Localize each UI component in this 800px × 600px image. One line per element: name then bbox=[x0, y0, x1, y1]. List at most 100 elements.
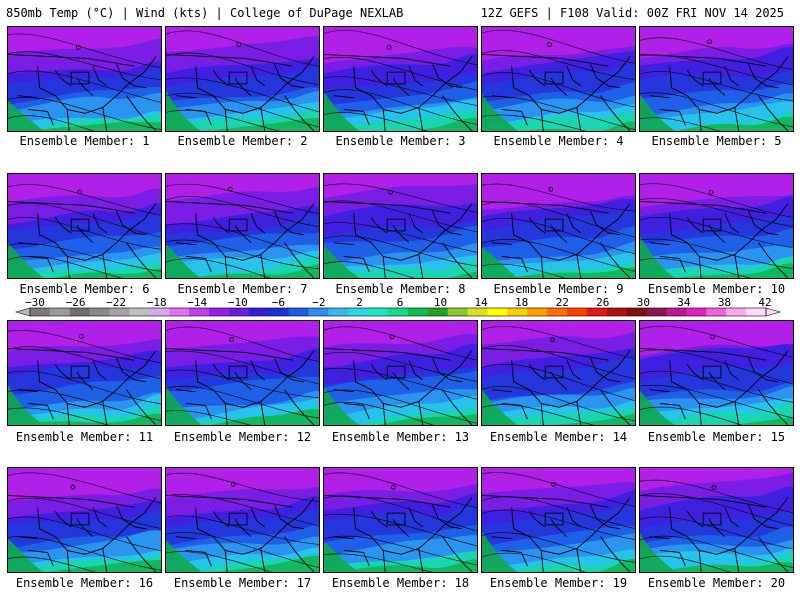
model-run-info: 12Z GEFS | F108 Valid: 00Z FRI NOV 14 20… bbox=[480, 6, 784, 20]
colorbar-min-arrow bbox=[14, 307, 31, 317]
colorbar-segment bbox=[746, 308, 767, 316]
colorbar-segment bbox=[527, 308, 548, 316]
colorbar-segment bbox=[586, 308, 608, 316]
colorbar-max-arrow bbox=[765, 307, 782, 317]
ensemble-member-map bbox=[323, 467, 478, 573]
ensemble-member-label: Ensemble Member: 2 bbox=[177, 134, 308, 148]
colorbar-segment bbox=[606, 308, 628, 316]
ensemble-member-label: Ensemble Member: 15 bbox=[647, 430, 786, 444]
colorbar-segment bbox=[268, 308, 290, 316]
ensemble-member-label: Ensemble Member: 4 bbox=[493, 134, 624, 148]
ensemble-member-label: Ensemble Member: 7 bbox=[177, 282, 308, 296]
ensemble-member-label: Ensemble Member: 17 bbox=[173, 576, 312, 590]
colorbar-segment bbox=[49, 308, 71, 316]
colorbar-segment bbox=[129, 308, 150, 316]
colorbar-segment bbox=[686, 308, 707, 316]
colorbar-segment bbox=[308, 308, 329, 316]
colorbar-segment bbox=[507, 308, 528, 316]
ensemble-member-map bbox=[481, 173, 636, 279]
colorbar-tick-label: −6 bbox=[271, 296, 285, 309]
colorbar-segment bbox=[706, 308, 727, 316]
ensemble-member-map bbox=[481, 467, 636, 573]
ensemble-member-map bbox=[639, 26, 794, 132]
colorbar-segment bbox=[169, 308, 190, 316]
colorbar-segment bbox=[447, 308, 469, 316]
colorbar-tick-label: 6 bbox=[396, 296, 404, 309]
colorbar-segment bbox=[288, 308, 309, 316]
colorbar-tick-label: −18 bbox=[146, 296, 167, 309]
colorbar-segment bbox=[726, 308, 747, 316]
ensemble-member-map bbox=[7, 26, 162, 132]
ensemble-member-map bbox=[165, 173, 320, 279]
ensemble-member-map bbox=[323, 320, 478, 426]
ensemble-member-label: Ensemble Member: 5 bbox=[651, 134, 782, 148]
ensemble-member-map bbox=[481, 320, 636, 426]
ensemble-member-map bbox=[165, 320, 320, 426]
colorbar-tick-label: −10 bbox=[227, 296, 248, 309]
ensemble-member-label: Ensemble Member: 6 bbox=[19, 282, 150, 296]
colorbar-segment bbox=[567, 308, 588, 316]
colorbar-tick-label: −26 bbox=[65, 296, 86, 309]
ensemble-member-label: Ensemble Member: 9 bbox=[493, 282, 624, 296]
colorbar-segment bbox=[547, 308, 568, 316]
ensemble-member-label: Ensemble Member: 19 bbox=[489, 576, 628, 590]
colorbar-segment bbox=[89, 308, 111, 316]
ensemble-member-map bbox=[165, 467, 320, 573]
ensemble-member-map bbox=[7, 467, 162, 573]
ensemble-member-label: Ensemble Member: 3 bbox=[335, 134, 466, 148]
colorbar-segment bbox=[189, 308, 210, 316]
map-title: 850mb Temp (°C) | Wind (kts) | College o… bbox=[6, 6, 404, 20]
colorbar-segment bbox=[467, 308, 489, 316]
ensemble-member-map bbox=[165, 26, 320, 132]
ensemble-member-label: Ensemble Member: 13 bbox=[331, 430, 470, 444]
colorbar-segment bbox=[69, 308, 91, 316]
colorbar-tick-label: 30 bbox=[636, 296, 650, 309]
colorbar-segment bbox=[228, 308, 250, 316]
ensemble-member-map bbox=[639, 173, 794, 279]
colorbar-tick-label: 14 bbox=[474, 296, 488, 309]
colorbar-segment bbox=[248, 308, 270, 316]
colorbar-tick-label: 42 bbox=[758, 296, 772, 309]
ensemble-member-label: Ensemble Member: 18 bbox=[331, 576, 470, 590]
ensemble-member-map bbox=[323, 173, 478, 279]
colorbar-segment bbox=[666, 308, 687, 316]
colorbar-tick-label: 18 bbox=[515, 296, 529, 309]
ensemble-member-label: Ensemble Member: 11 bbox=[15, 430, 154, 444]
colorbar-segment bbox=[427, 308, 449, 316]
colorbar-segment bbox=[388, 308, 409, 316]
colorbar-tick-label: 2 bbox=[356, 296, 363, 309]
colorbar-segment bbox=[109, 308, 130, 316]
colorbar-tick-label: 10 bbox=[433, 296, 448, 309]
colorbar-tick-label: 38 bbox=[717, 296, 732, 309]
colorbar-segment bbox=[487, 308, 508, 316]
colorbar-segment bbox=[348, 308, 369, 316]
colorbar-segment bbox=[30, 308, 51, 316]
ensemble-member-map bbox=[7, 320, 162, 426]
ensemble-member-map bbox=[7, 173, 162, 279]
ensemble-member-label: Ensemble Member: 20 bbox=[647, 576, 786, 590]
colorbar-segment bbox=[328, 308, 349, 316]
colorbar-outline bbox=[29, 307, 767, 317]
colorbar-tick-label: −2 bbox=[312, 296, 326, 309]
colorbar-segment bbox=[626, 308, 648, 316]
colorbar-tick-label: 22 bbox=[555, 296, 569, 309]
colorbar-segment bbox=[209, 308, 230, 316]
ensemble-member-label: Ensemble Member: 1 bbox=[19, 134, 150, 148]
colorbar-tick-label: −30 bbox=[25, 296, 45, 309]
ensemble-member-map bbox=[639, 320, 794, 426]
ensemble-member-label: Ensemble Member: 10 bbox=[647, 282, 786, 296]
ensemble-member-label: Ensemble Member: 14 bbox=[489, 430, 628, 444]
colorbar-segment bbox=[407, 308, 429, 316]
ensemble-member-label: Ensemble Member: 8 bbox=[335, 282, 466, 296]
ensemble-member-map bbox=[323, 26, 478, 132]
colorbar-tick-label: 26 bbox=[596, 296, 610, 309]
colorbar-tick-label: −14 bbox=[187, 296, 208, 309]
colorbar-segment bbox=[149, 308, 170, 316]
ensemble-member-map bbox=[481, 26, 636, 132]
ensemble-member-label: Ensemble Member: 16 bbox=[15, 576, 154, 590]
colorbar-segment bbox=[368, 308, 389, 316]
colorbar-segment bbox=[646, 308, 668, 316]
colorbar-tick-label: −22 bbox=[106, 296, 127, 309]
ensemble-member-label: Ensemble Member: 12 bbox=[173, 430, 312, 444]
colorbar-tick-label: 34 bbox=[677, 296, 691, 309]
